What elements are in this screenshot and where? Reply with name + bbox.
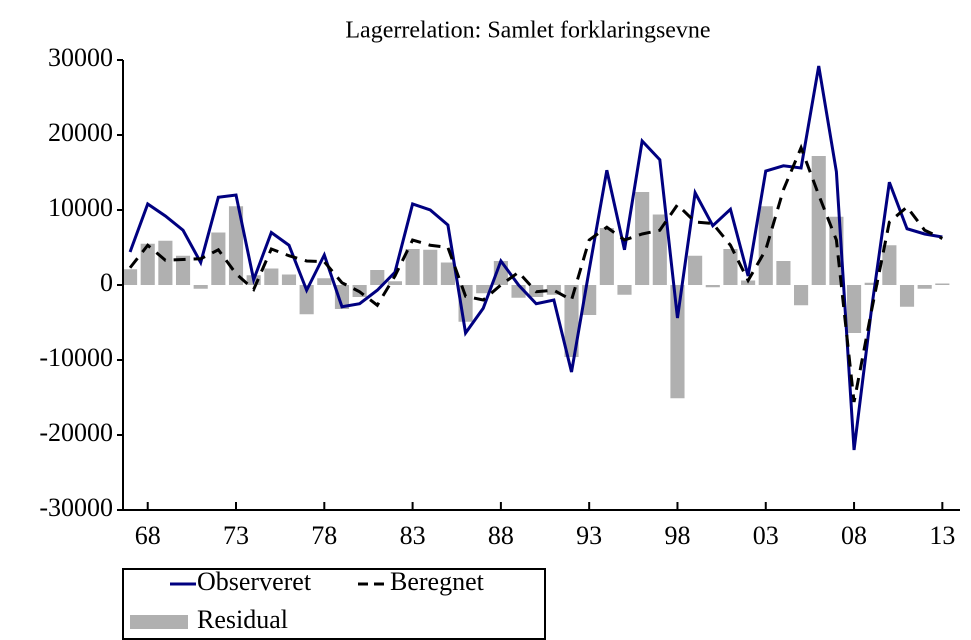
residual-bar: [370, 270, 385, 285]
x-tick-label: 73: [223, 521, 249, 550]
residual-bar: [299, 285, 314, 315]
x-tick-label: 08: [841, 521, 867, 550]
x-tick-label: 03: [753, 521, 779, 550]
residual-bar: [334, 285, 350, 309]
residual-bar: [476, 285, 491, 294]
residual-bar: [158, 240, 173, 285]
residual-bar: [175, 255, 191, 285]
residual-bar: [264, 268, 279, 285]
residual-bar: [670, 285, 685, 399]
residual-bar: [688, 255, 703, 285]
residual-bar: [387, 281, 402, 285]
residual-bar: [864, 282, 879, 285]
residual-bar: [211, 232, 226, 285]
y-tick-label: -20000: [39, 418, 113, 447]
residual-bar: [317, 278, 332, 285]
residual-bar: [776, 261, 791, 285]
residual-bar: [652, 214, 667, 285]
residual-bar: [546, 285, 561, 295]
residual-bar: [935, 283, 950, 285]
legend-label: Observeret: [197, 567, 312, 596]
residual-bar: [228, 206, 244, 285]
chart-title: Lagerrelation: Samlet forklaringsevne: [345, 18, 710, 44]
residual-bar: [635, 192, 650, 285]
x-tick-label: 68: [135, 521, 161, 550]
residual-bar: [705, 285, 720, 288]
y-tick-label: 30000: [48, 43, 113, 72]
x-tick-label: 13: [929, 521, 955, 550]
residual-bar: [564, 285, 579, 357]
residual-bar: [899, 285, 915, 307]
fitted-line: [128, 143, 943, 403]
y-tick-label: 10000: [48, 193, 113, 222]
legend-label: Beregnet: [390, 567, 485, 596]
residual-bar: [723, 249, 738, 285]
residual-bar: [281, 274, 297, 285]
y-tick-label: 0: [100, 268, 113, 297]
y-tick-label: 20000: [48, 118, 113, 147]
y-tick-label: -10000: [39, 343, 113, 372]
residual-bar: [405, 249, 420, 285]
legend-swatch: [130, 615, 188, 629]
residual-bar: [140, 243, 155, 285]
x-tick-label: 98: [664, 521, 690, 550]
x-tick-label: 83: [400, 521, 426, 550]
residual-bar: [617, 285, 632, 295]
x-tick-label: 88: [488, 521, 514, 550]
legend-label: Residual: [197, 605, 288, 634]
x-tick-label: 93: [576, 521, 602, 550]
residual-bar: [423, 249, 438, 285]
residual-bar: [193, 285, 208, 289]
legend-box: [122, 568, 546, 640]
observed-line: [128, 65, 943, 451]
x-tick-label: 78: [311, 521, 337, 550]
residual-bar: [846, 285, 862, 333]
residual-bar: [811, 156, 826, 285]
residual-bar: [599, 228, 614, 285]
residual-bar: [794, 285, 809, 306]
residual-bar: [123, 269, 138, 285]
residual-bar: [882, 245, 897, 285]
y-tick-label: -30000: [39, 493, 113, 522]
residual-bar: [917, 285, 932, 289]
residual-bar: [440, 262, 455, 285]
